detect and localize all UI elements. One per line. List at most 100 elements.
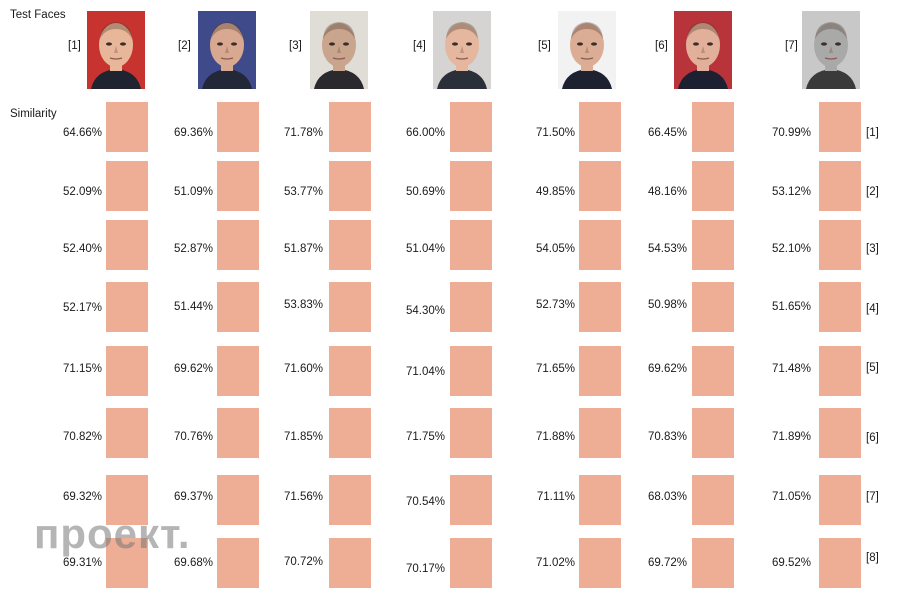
face-swatch bbox=[692, 538, 734, 588]
face-swatch bbox=[106, 538, 148, 588]
face-swatch bbox=[217, 538, 259, 588]
similarity-value: 50.98% bbox=[647, 299, 687, 311]
face-label-6: [6] bbox=[655, 40, 668, 52]
face-swatch bbox=[579, 161, 621, 211]
similarity-value: 69.37% bbox=[173, 491, 213, 503]
face-photo-3 bbox=[310, 11, 368, 89]
face-swatch bbox=[579, 346, 621, 396]
face-swatch bbox=[579, 102, 621, 152]
face-label-7: [7] bbox=[785, 40, 798, 52]
face-swatch bbox=[217, 220, 259, 270]
similarity-value: 51.87% bbox=[283, 243, 323, 255]
similarity-value: 71.60% bbox=[283, 363, 323, 375]
face-swatch bbox=[106, 220, 148, 270]
similarity-value: 69.72% bbox=[647, 557, 687, 569]
face-photo-6 bbox=[674, 11, 732, 89]
face-photo-2 bbox=[198, 11, 256, 89]
face-photo-5 bbox=[558, 11, 616, 89]
face-swatch bbox=[579, 475, 621, 525]
similarity-value: 71.05% bbox=[771, 491, 811, 503]
similarity-value: 71.65% bbox=[535, 363, 575, 375]
similarity-value: 71.04% bbox=[405, 366, 445, 378]
face-swatch bbox=[217, 102, 259, 152]
face-swatch bbox=[217, 346, 259, 396]
row-label-5: [5] bbox=[866, 362, 879, 374]
face-swatch bbox=[329, 161, 371, 211]
face-swatch bbox=[819, 346, 861, 396]
face-swatch bbox=[819, 161, 861, 211]
face-swatch bbox=[450, 102, 492, 152]
face-swatch bbox=[692, 282, 734, 332]
face-label-4: [4] bbox=[413, 40, 426, 52]
similarity-value: 70.82% bbox=[62, 431, 102, 443]
face-label-5: [5] bbox=[538, 40, 551, 52]
face-swatch bbox=[106, 102, 148, 152]
face-swatch bbox=[450, 408, 492, 458]
face-photo-4 bbox=[433, 11, 491, 89]
similarity-value: 66.00% bbox=[405, 127, 445, 139]
face-swatch bbox=[579, 538, 621, 588]
face-swatch bbox=[692, 475, 734, 525]
similarity-value: 71.11% bbox=[536, 491, 575, 503]
similarity-value: 50.69% bbox=[405, 186, 445, 198]
similarity-value: 71.56% bbox=[283, 491, 323, 503]
similarity-value: 70.99% bbox=[771, 127, 811, 139]
similarity-value: 70.54% bbox=[405, 496, 445, 508]
face-swatch bbox=[329, 282, 371, 332]
similarity-value: 69.52% bbox=[771, 557, 811, 569]
similarity-value: 52.87% bbox=[173, 243, 213, 255]
similarity-value: 69.32% bbox=[62, 491, 102, 503]
similarity-value: 51.65% bbox=[771, 301, 811, 313]
face-swatch bbox=[106, 475, 148, 525]
face-swatch bbox=[217, 408, 259, 458]
face-swatch bbox=[450, 161, 492, 211]
face-swatch bbox=[819, 475, 861, 525]
similarity-value: 54.53% bbox=[647, 243, 687, 255]
face-swatch bbox=[106, 346, 148, 396]
similarity-value: 69.62% bbox=[173, 363, 213, 375]
face-swatch bbox=[450, 282, 492, 332]
face-swatch bbox=[579, 282, 621, 332]
face-swatch bbox=[450, 475, 492, 525]
similarity-value: 49.85% bbox=[535, 186, 575, 198]
face-swatch bbox=[579, 408, 621, 458]
test-faces-title: Test Faces bbox=[10, 9, 66, 21]
face-swatch bbox=[450, 538, 492, 588]
face-swatch bbox=[692, 220, 734, 270]
similarity-value: 52.10% bbox=[771, 243, 811, 255]
face-swatch bbox=[819, 408, 861, 458]
similarity-value: 70.83% bbox=[647, 431, 687, 443]
similarity-value: 71.50% bbox=[535, 127, 575, 139]
face-swatch bbox=[819, 282, 861, 332]
row-label-1: [1] bbox=[866, 127, 879, 139]
similarity-value: 71.48% bbox=[771, 363, 811, 375]
similarity-value: 53.12% bbox=[771, 186, 811, 198]
similarity-value: 53.77% bbox=[283, 186, 323, 198]
similarity-value: 71.85% bbox=[283, 431, 323, 443]
face-label-3: [3] bbox=[289, 40, 302, 52]
face-label-1: [1] bbox=[68, 40, 81, 52]
similarity-value: 48.16% bbox=[647, 186, 687, 198]
similarity-value: 51.09% bbox=[173, 186, 213, 198]
face-swatch bbox=[106, 282, 148, 332]
face-swatch bbox=[692, 346, 734, 396]
similarity-value: 64.66% bbox=[62, 127, 102, 139]
similarity-value: 70.17% bbox=[405, 563, 445, 575]
face-swatch bbox=[329, 408, 371, 458]
similarity-value: 70.76% bbox=[173, 431, 213, 443]
face-swatch bbox=[450, 346, 492, 396]
similarity-value: 52.73% bbox=[535, 299, 575, 311]
similarity-value: 54.05% bbox=[535, 243, 575, 255]
face-swatch bbox=[329, 346, 371, 396]
face-swatch bbox=[329, 102, 371, 152]
similarity-value: 53.83% bbox=[283, 299, 323, 311]
face-swatch bbox=[692, 161, 734, 211]
row-label-7: [7] bbox=[866, 491, 879, 503]
similarity-value: 69.31% bbox=[62, 557, 102, 569]
similarity-value: 51.04% bbox=[405, 243, 445, 255]
face-swatch bbox=[217, 475, 259, 525]
similarity-value: 68.03% bbox=[647, 491, 687, 503]
face-swatch bbox=[579, 220, 621, 270]
face-swatch bbox=[450, 220, 492, 270]
similarity-value: 52.09% bbox=[62, 186, 102, 198]
